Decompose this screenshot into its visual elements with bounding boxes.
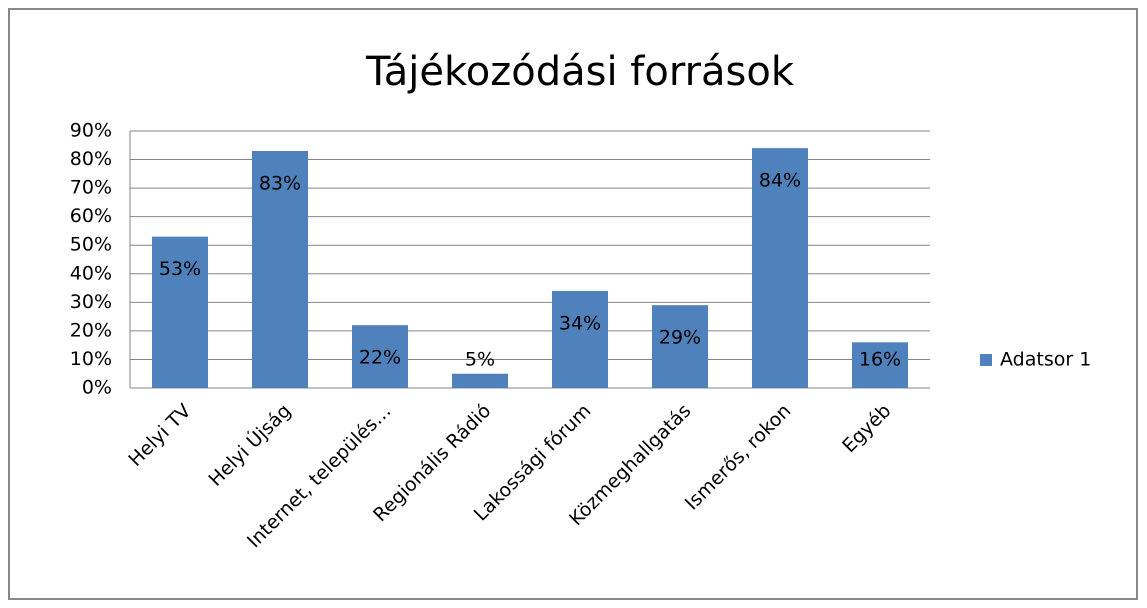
y-tick-label: 0%: [82, 377, 112, 399]
y-tick-label: 40%: [70, 262, 112, 284]
chart-title: Tájékozódási források: [365, 49, 795, 95]
legend-label: Adatsor 1: [1000, 349, 1091, 371]
y-tick-label: 30%: [70, 291, 112, 313]
bar: [752, 148, 808, 388]
y-tick-label: 80%: [70, 148, 112, 170]
data-label: 34%: [559, 312, 601, 334]
legend-swatch: [980, 354, 992, 366]
bar: [352, 325, 408, 388]
data-label: 16%: [859, 349, 901, 371]
data-label: 5%: [465, 349, 495, 371]
y-tick-label: 90%: [70, 120, 112, 142]
bar: [252, 150, 308, 388]
y-tick-label: 50%: [70, 234, 112, 256]
bar: [552, 290, 608, 388]
y-tick-label: 70%: [70, 177, 112, 199]
data-label: 29%: [659, 327, 701, 349]
data-label: 53%: [159, 258, 201, 280]
data-label: 84%: [759, 170, 801, 192]
bar: [852, 342, 908, 388]
data-label: 83%: [259, 172, 301, 194]
y-tick-label: 10%: [70, 348, 112, 370]
bar: [152, 236, 208, 388]
bar: [452, 373, 508, 388]
y-tick-label: 20%: [70, 319, 112, 341]
bar: [652, 305, 708, 388]
data-label: 22%: [359, 347, 401, 369]
y-tick-label: 60%: [70, 205, 112, 227]
